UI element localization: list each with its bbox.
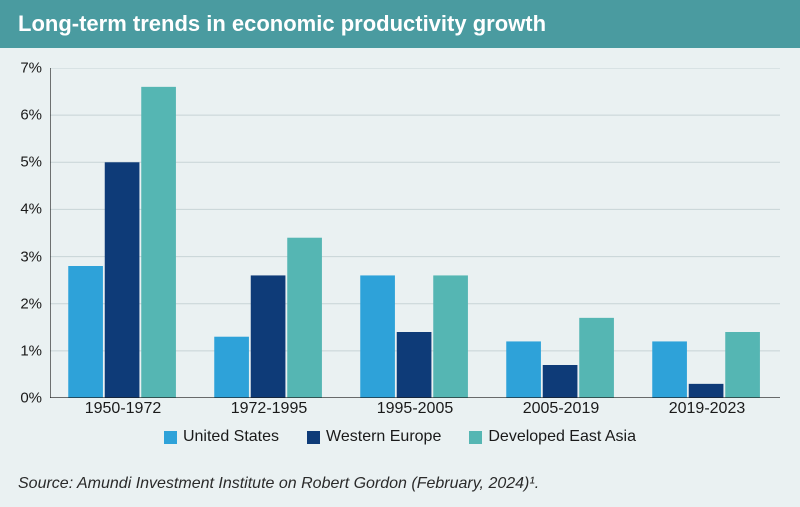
legend-item: Western Europe <box>307 428 441 446</box>
bar <box>287 238 322 398</box>
x-tick-label: 1950-1972 <box>50 400 196 422</box>
chart-container: Long-term trends in economic productivit… <box>0 0 800 507</box>
legend-swatch <box>307 431 320 444</box>
y-tick-label: 5% <box>20 154 42 171</box>
x-tick-label: 2019-2023 <box>634 400 780 422</box>
chart-title-bar: Long-term trends in economic productivit… <box>0 0 800 48</box>
legend-item: United States <box>164 428 279 446</box>
legend-label: Western Europe <box>326 428 441 446</box>
y-axis-labels: 0%1%2%3%4%5%6%7% <box>0 68 46 398</box>
bar <box>105 162 140 398</box>
bar <box>689 384 724 398</box>
bar <box>141 87 176 398</box>
x-tick-label: 2005-2019 <box>488 400 634 422</box>
bar <box>251 275 286 398</box>
bar <box>725 332 760 398</box>
bar <box>579 318 614 398</box>
y-tick-label: 4% <box>20 201 42 218</box>
y-tick-label: 2% <box>20 295 42 312</box>
x-axis-labels: 1950-19721972-19951995-20052005-20192019… <box>50 400 780 422</box>
legend-label: Developed East Asia <box>488 428 636 446</box>
bar <box>543 365 578 398</box>
plot-region <box>50 68 780 398</box>
chart-svg <box>50 68 780 398</box>
bar <box>652 341 687 398</box>
legend: United States Western Europe Developed Eas… <box>0 428 800 446</box>
x-tick-label: 1995-2005 <box>342 400 488 422</box>
bar <box>433 275 468 398</box>
y-tick-label: 1% <box>20 342 42 359</box>
bar <box>214 337 249 398</box>
bar <box>506 341 541 398</box>
source-text: Source: Amundi Investment Institute on R… <box>18 475 539 493</box>
x-tick-label: 1972-1995 <box>196 400 342 422</box>
y-tick-label: 3% <box>20 248 42 265</box>
bar <box>68 266 103 398</box>
bar <box>360 275 395 398</box>
bar <box>397 332 432 398</box>
y-tick-label: 7% <box>20 60 42 77</box>
y-tick-label: 0% <box>20 390 42 407</box>
legend-label: United States <box>183 428 279 446</box>
legend-swatch <box>469 431 482 444</box>
legend-swatch <box>164 431 177 444</box>
chart-title: Long-term trends in economic productivit… <box>18 11 546 37</box>
y-tick-label: 6% <box>20 107 42 124</box>
legend-item: Developed East Asia <box>469 428 636 446</box>
